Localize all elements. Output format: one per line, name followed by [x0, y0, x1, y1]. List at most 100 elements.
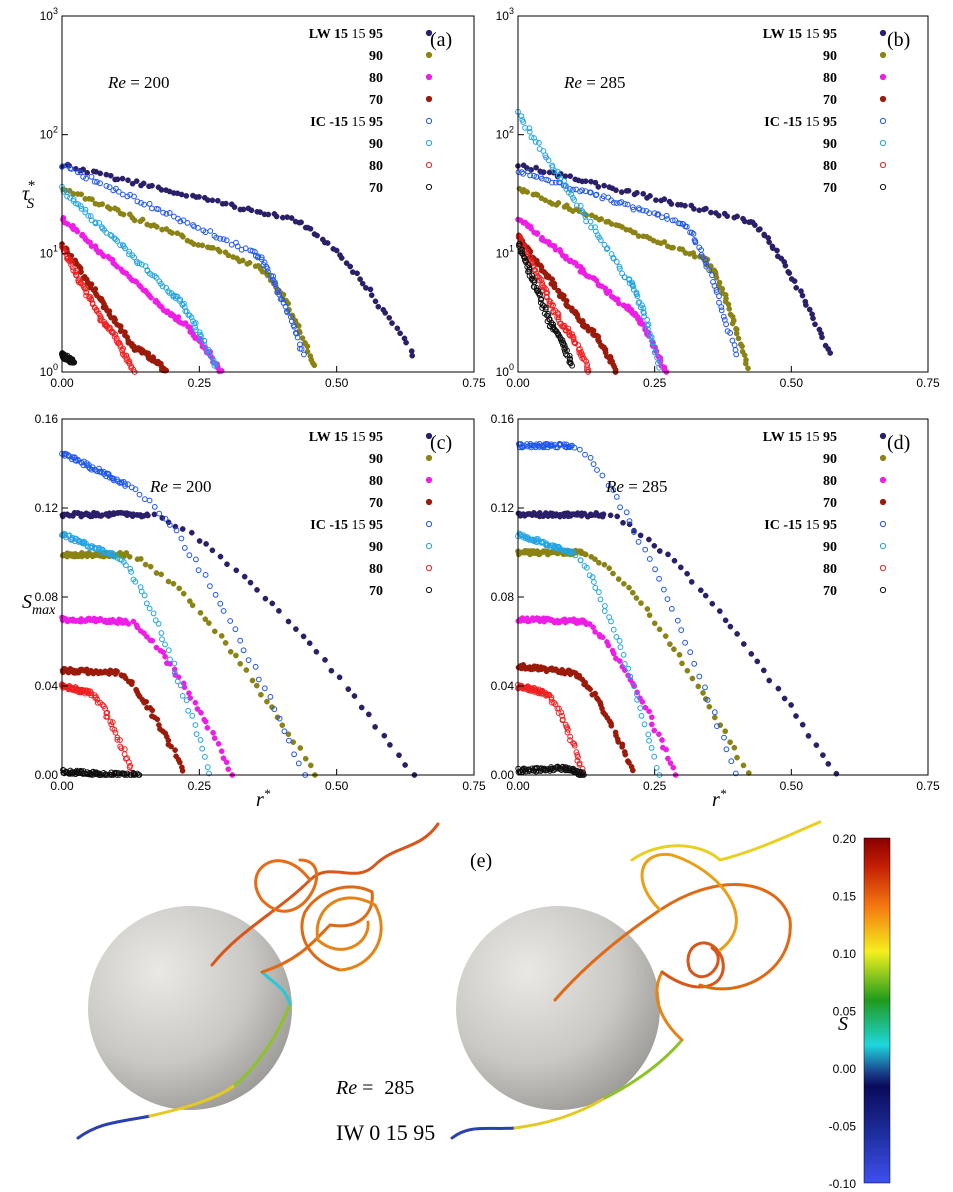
data-point-IC-90: [610, 626, 617, 633]
data-point-IC-90: [634, 691, 640, 698]
data-point-IC-90: [93, 545, 99, 552]
data-point-IC-90: [648, 745, 655, 751]
data-point-IC-80: [543, 286, 549, 293]
data-point-IC-80: [73, 272, 80, 279]
data-point-LW-95: [276, 608, 282, 614]
data-point-IC-95: [718, 307, 725, 314]
x-tick-label: 0.00: [50, 376, 74, 390]
data-point-LW-90: [629, 589, 636, 596]
data-point-IC-90: [138, 588, 145, 595]
legend-label: 70: [369, 181, 383, 196]
data-point-LW-70: [92, 286, 99, 292]
data-point-IC-95: [146, 200, 153, 207]
data-point-LW-70: [112, 316, 118, 323]
data-point-IC-95: [136, 491, 143, 498]
data-point-IC-80: [549, 302, 556, 309]
panel-e-case-label: IW 0 15 95: [336, 1120, 435, 1145]
data-point-IC-90: [126, 248, 133, 255]
data-point-IC-80: [83, 285, 89, 292]
data-point-IC-95: [270, 273, 277, 280]
data-point-LW-90: [711, 714, 718, 721]
data-point-LW-80: [648, 721, 655, 728]
data-point-IC-80: [577, 346, 583, 352]
data-point-LW-95: [140, 180, 147, 187]
data-point-LW-95: [677, 564, 684, 571]
data-point-LW-90: [676, 651, 683, 658]
panel-d-xlabel: r*: [712, 786, 727, 811]
data-point-IC-95: [134, 198, 141, 205]
data-point-IC-95: [557, 441, 564, 448]
data-point-IC-95: [631, 529, 637, 535]
data-point-LW-95: [209, 547, 216, 554]
data-point-LW-95: [528, 167, 534, 173]
data-point-LW-95: [343, 260, 350, 266]
data-point-IC-90: [528, 536, 534, 543]
data-point-LW-95: [314, 232, 320, 239]
data-point-IC-95: [674, 617, 681, 624]
data-point-IC-95: [622, 201, 628, 207]
data-point-LW-95: [533, 164, 539, 171]
data-point-IC-95: [212, 591, 219, 598]
legend-marker: [879, 520, 887, 528]
legend-marker: [879, 51, 887, 59]
data-point-LW-80: [670, 764, 677, 771]
data-point-IC-90: [146, 605, 153, 612]
legend-label: 90: [369, 137, 383, 152]
data-point-LW-90: [123, 550, 130, 556]
data-point-IC-95: [713, 287, 720, 293]
data-point-IC-80: [69, 264, 76, 271]
data-point-IC-95: [252, 249, 258, 255]
data-point-IC-95: [105, 471, 112, 478]
data-point-IC-95: [106, 184, 113, 191]
panel-a-ticks: 0.00 0.25 0.50 0.75 100 101 102 103: [40, 6, 486, 390]
data-point-IC-95: [702, 257, 709, 264]
data-point-IC-95: [699, 254, 706, 260]
data-point-IC-95: [293, 330, 300, 337]
data-point-LW-80: [192, 699, 199, 706]
data-point-IC-95: [151, 504, 158, 510]
data-point-LW-90: [139, 216, 146, 223]
streamline-left-segment: [260, 885, 374, 974]
data-point-LW-95: [734, 631, 740, 637]
panel-d-ann-eq: =: [624, 477, 642, 496]
legend-label: 70: [823, 584, 837, 599]
data-point-LW-95: [716, 608, 723, 614]
data-point-IC-90: [613, 259, 620, 265]
y-tick-label: 101: [40, 243, 58, 260]
data-point-IC-90: [171, 670, 178, 676]
legend-label: 80: [369, 474, 383, 489]
data-point-IC-80: [551, 699, 557, 706]
data-point-IC-80: [538, 276, 545, 283]
data-point-IC-95: [656, 575, 662, 582]
legend-label: 90: [823, 452, 837, 467]
data-point-LW-80: [225, 766, 232, 773]
data-point-IC-95: [276, 715, 283, 722]
data-point-LW-80: [125, 621, 132, 627]
legend-label: IC -15 15 95: [310, 115, 383, 130]
data-point-LW-95: [734, 213, 740, 220]
data-point-IC-95: [220, 236, 227, 243]
data-point-IC-70: [567, 356, 573, 363]
data-point-LW-95: [114, 176, 121, 183]
data-point-IC-95: [640, 207, 646, 214]
data-point-LW-95: [365, 711, 372, 718]
data-point-LW-95: [119, 175, 126, 182]
data-point-LW-95: [368, 292, 375, 299]
data-point-LW-95: [646, 536, 652, 543]
data-point-IC-70: [68, 358, 75, 365]
y-tick-label: 0.08: [491, 590, 515, 604]
data-point-LW-95: [265, 211, 272, 218]
data-point-LW-95: [696, 207, 703, 214]
x-tick-label: 0.25: [643, 779, 667, 793]
data-point-LW-70: [551, 283, 558, 290]
data-point-LW-95: [791, 278, 798, 284]
data-point-IC-95: [213, 234, 220, 241]
data-point-IC-90: [637, 304, 644, 311]
data-point-LW-95: [300, 633, 307, 640]
streamline-right-segment: [553, 883, 792, 1002]
data-point-LW-80: [130, 618, 137, 625]
streamline-right-segment: [630, 820, 822, 862]
data-point-LW-70: [176, 759, 183, 766]
data-point-IC-95: [635, 539, 642, 545]
data-point-LW-90: [120, 211, 127, 218]
